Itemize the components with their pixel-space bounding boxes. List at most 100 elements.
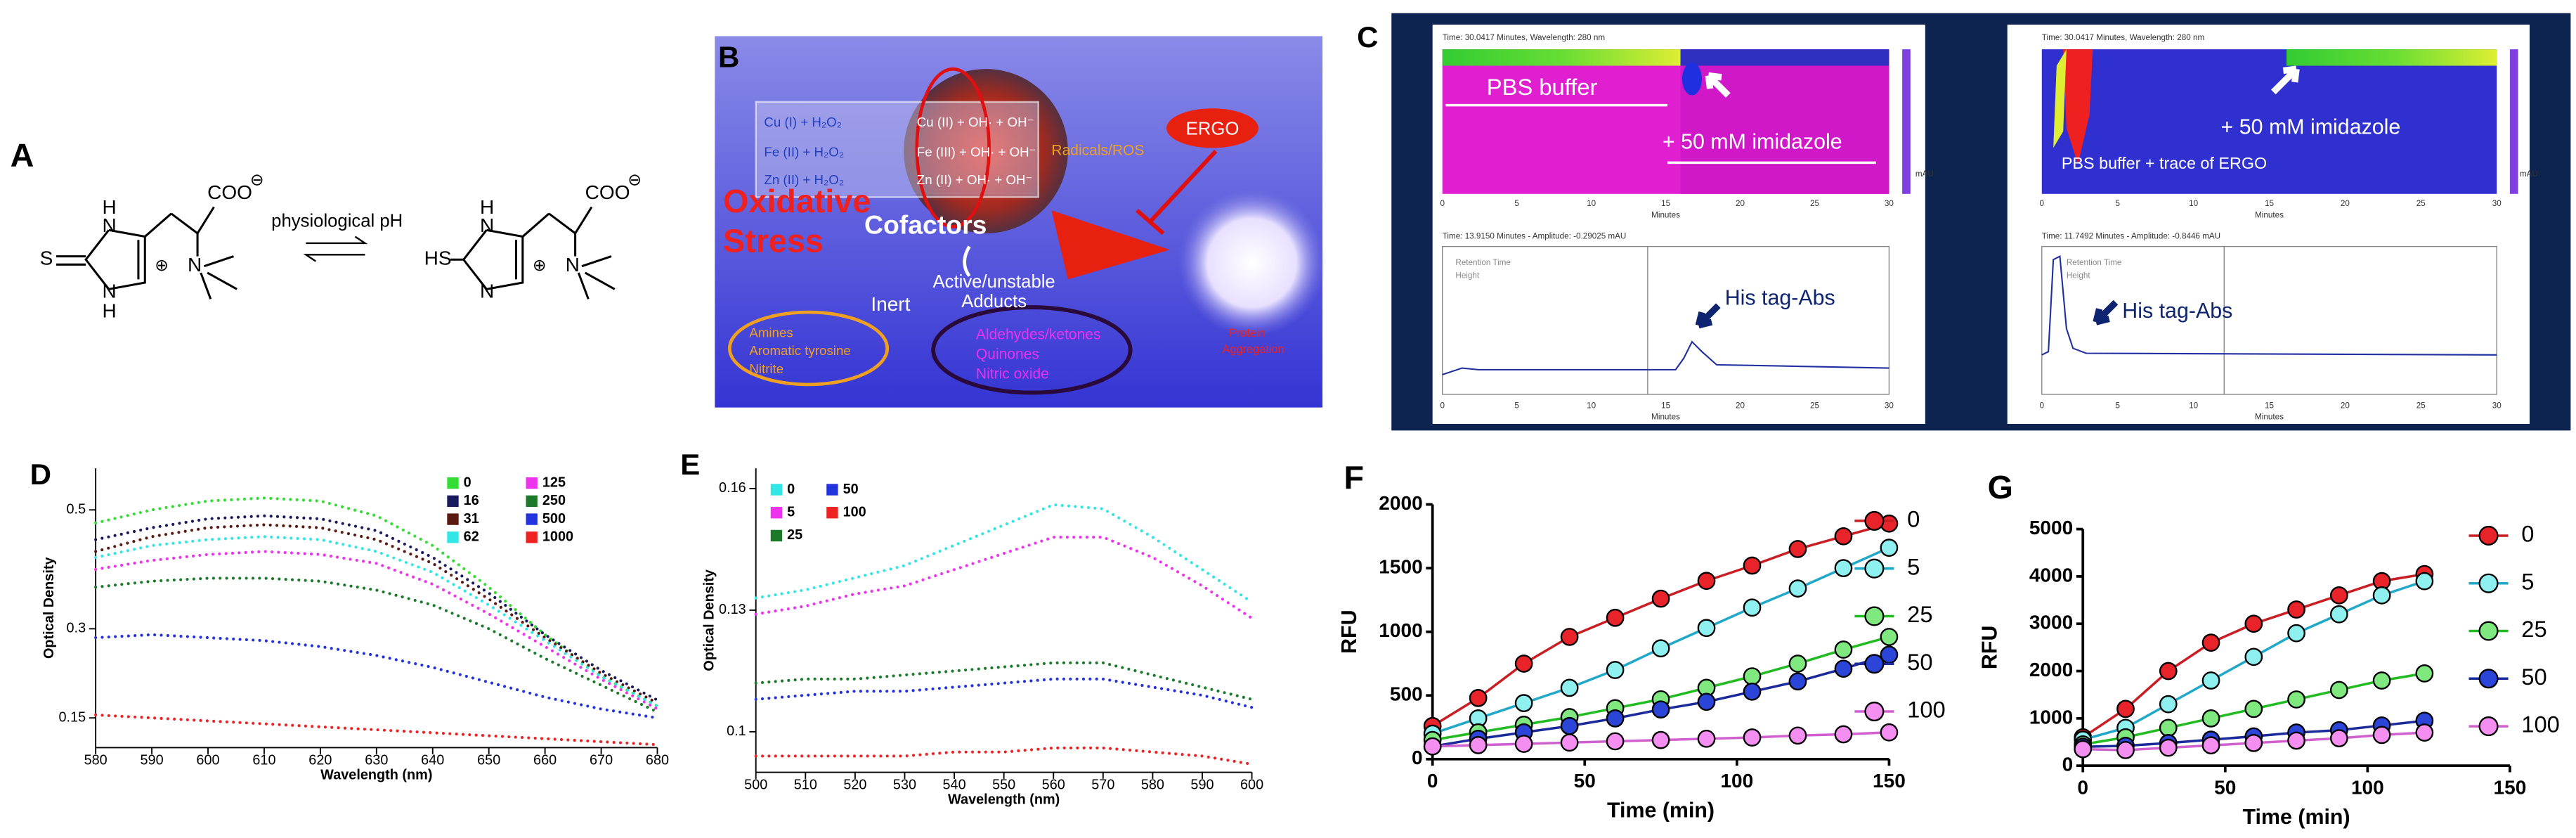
heatmap-spot bbox=[2053, 49, 2067, 148]
item: Nitric oxide bbox=[976, 366, 1049, 382]
legend-swatch bbox=[2478, 716, 2499, 737]
legend-swatch bbox=[1864, 558, 1885, 579]
legend-label: 0 bbox=[464, 475, 471, 490]
legend-swatch bbox=[526, 477, 538, 489]
inert-items: Amines Aromatic tyrosine Nitrite bbox=[749, 325, 850, 375]
colorbar bbox=[2509, 49, 2518, 194]
heatmap bbox=[2041, 49, 2497, 194]
atom: N bbox=[480, 214, 494, 236]
heatmap-band bbox=[2286, 49, 2497, 66]
panel-label: D bbox=[30, 458, 51, 491]
legend-label: 100 bbox=[843, 504, 866, 520]
atom: H bbox=[103, 196, 117, 218]
x-tick-label: 520 bbox=[843, 777, 866, 792]
marker bbox=[1743, 728, 1762, 747]
minute-tick: 0 bbox=[2040, 199, 2045, 208]
x-tick-label: 660 bbox=[533, 752, 557, 768]
legend-swatch bbox=[447, 531, 459, 543]
heatmap-band bbox=[1442, 49, 1681, 66]
minute-tick: 15 bbox=[1661, 199, 1670, 208]
marker bbox=[2415, 723, 2434, 742]
series-line bbox=[754, 661, 1254, 701]
y-tick-label: 1000 bbox=[1379, 619, 1422, 641]
cluster bbox=[904, 69, 1068, 233]
series-line bbox=[754, 746, 1254, 766]
marker bbox=[1606, 661, 1625, 679]
series-line bbox=[754, 677, 1254, 709]
marker bbox=[1606, 732, 1625, 751]
marker bbox=[2329, 586, 2348, 605]
inert: Inert bbox=[871, 293, 910, 315]
x-axis-label: Wavelength (nm) bbox=[320, 767, 432, 782]
arrow bbox=[2271, 65, 2300, 95]
molecule-left bbox=[56, 206, 238, 299]
x-tick-label: 640 bbox=[421, 752, 444, 768]
legend-swatch bbox=[526, 495, 538, 508]
minute-label: Minutes bbox=[1651, 210, 1680, 219]
marker bbox=[2244, 733, 2263, 752]
minute-tick: 5 bbox=[1514, 401, 1519, 410]
marker bbox=[1834, 527, 1853, 546]
marker bbox=[1560, 716, 1579, 735]
legend-swatch bbox=[1864, 510, 1885, 531]
cofactors: Cofactors bbox=[864, 210, 987, 239]
legend-label: 0 bbox=[1907, 506, 1920, 532]
marker bbox=[1743, 556, 1762, 575]
molecule-right bbox=[450, 206, 616, 299]
marker bbox=[2116, 700, 2135, 718]
marker bbox=[2159, 738, 2178, 757]
trace bbox=[1442, 340, 1889, 375]
y-tick-label: 5000 bbox=[2029, 517, 2073, 539]
legend-label: 0 bbox=[2521, 521, 2534, 547]
legend-swatch bbox=[826, 484, 838, 496]
legend-label: 100 bbox=[2521, 711, 2560, 737]
y-axis-label: RFU bbox=[1337, 610, 1361, 653]
x-tick-label: 590 bbox=[141, 752, 164, 768]
marker bbox=[2329, 605, 2348, 624]
minute-tick: 15 bbox=[1661, 401, 1670, 410]
arrow bbox=[2093, 299, 2119, 325]
marker bbox=[2329, 729, 2348, 747]
marker bbox=[1651, 700, 1670, 719]
panel-label: B bbox=[718, 40, 739, 73]
minute-tick: 15 bbox=[2265, 401, 2274, 410]
x-tick-label: 560 bbox=[1042, 777, 1065, 792]
stress: Oxidative bbox=[723, 183, 871, 219]
ergo: ERGO bbox=[1186, 119, 1240, 138]
legend-swatch bbox=[770, 484, 783, 496]
heatmap-spot bbox=[2063, 49, 2093, 165]
legend-label: 50 bbox=[843, 482, 859, 497]
marker bbox=[1469, 736, 1488, 754]
reactant: Fe (II) + H₂O₂ bbox=[764, 144, 844, 159]
legend-item: Retention Time bbox=[2067, 258, 2122, 267]
marker bbox=[2287, 624, 2305, 643]
marker bbox=[1834, 559, 1853, 577]
series-line bbox=[94, 535, 659, 708]
legend-label: 5 bbox=[2521, 568, 2534, 594]
active-items: Aldehydes/ketones Quinones Nitric oxide bbox=[976, 326, 1101, 382]
reactant: Cu (I) + H₂O₂ bbox=[764, 115, 842, 129]
marker bbox=[2287, 731, 2305, 750]
legend-label: 25 bbox=[2521, 616, 2546, 642]
trace bbox=[2041, 254, 2497, 356]
reactions: Cu (I) + H₂O₂ Fe (II) + H₂O₂ Zn (II) + H… bbox=[764, 115, 1036, 187]
legend-swatch bbox=[1864, 606, 1885, 626]
y-tick-label: 1000 bbox=[2029, 706, 2073, 728]
marker bbox=[1697, 692, 1716, 711]
marker bbox=[1743, 667, 1762, 685]
y-tick-label: 4000 bbox=[2029, 564, 2073, 586]
panel-label: G bbox=[1988, 469, 2013, 505]
panel-a: A S N H N H COO ⊖ ⊕ N physiological pH H… bbox=[11, 137, 642, 322]
marker bbox=[2201, 709, 2220, 728]
product: Cu (II) + OH· + OH⁻ bbox=[917, 115, 1034, 129]
minute-tick: 10 bbox=[2189, 401, 2198, 410]
x-tick-label: 100 bbox=[1720, 770, 1753, 792]
equilibrium-arrow bbox=[303, 236, 368, 262]
item: Nitrite bbox=[749, 361, 783, 376]
marker bbox=[2159, 718, 2178, 737]
legend-swatch bbox=[770, 507, 783, 519]
marker bbox=[1880, 539, 1899, 557]
minute-tick: 20 bbox=[1736, 199, 1745, 208]
marker bbox=[1469, 689, 1488, 707]
